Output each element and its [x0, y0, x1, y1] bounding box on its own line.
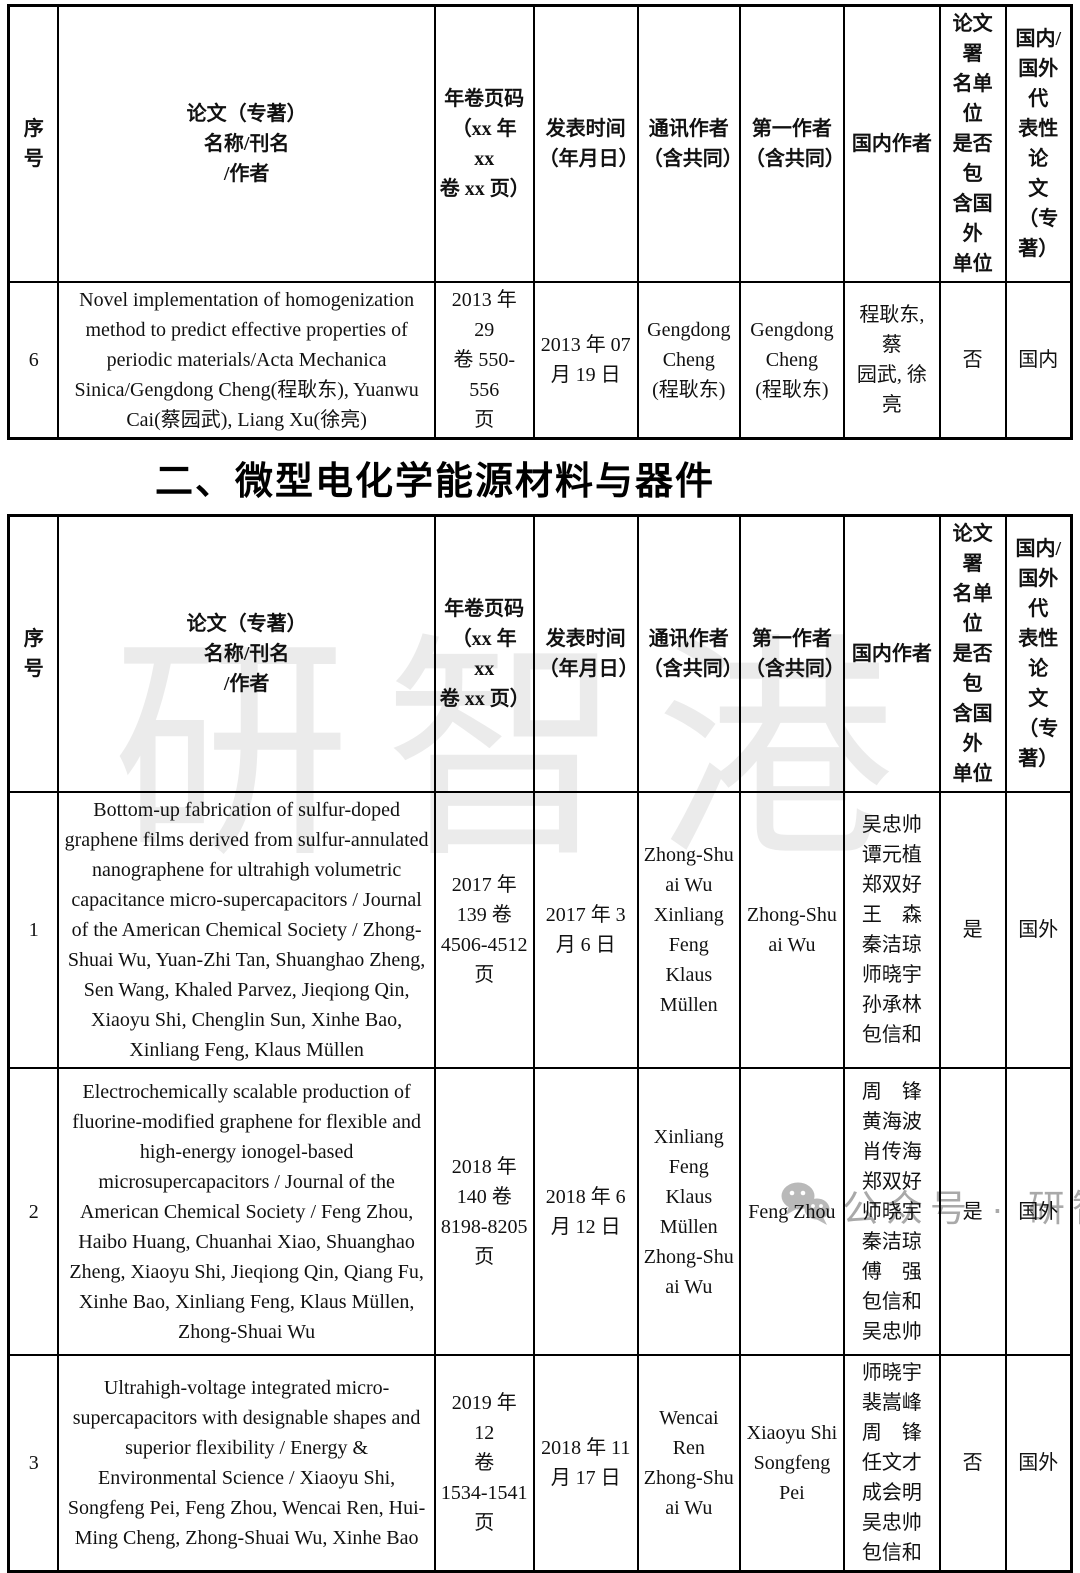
header-volume: 年卷页码 （xx 年 xx 卷 xx 页） [433, 514, 535, 793]
cell-representative: 国外 [1004, 1354, 1073, 1573]
header-seq: 序号 [7, 4, 60, 283]
cell-representative: 国外 [1004, 791, 1073, 1069]
cell-seq: 6 [7, 281, 60, 440]
cell-foreign-unit: 否 [938, 281, 1007, 440]
header-corresponding: 通讯作者 （含共同） [636, 4, 741, 283]
cell-domestic-authors: 师晓宇 裴嵩峰 周 锋 任文才 成会明 吴忠帅 包信和 [843, 1354, 941, 1573]
table-header-row: 序号 论文（专著） 名称/刊名 /作者 年卷页码 （xx 年 xx 卷 xx 页… [7, 4, 1073, 283]
cell-volume: 2019 年 12 卷 1534-1541 页 [433, 1354, 535, 1573]
cell-paper: Bottom-up fabrication of sulfur-doped gr… [57, 791, 436, 1069]
cell-foreign-unit: 是 [938, 791, 1007, 1069]
cell-seq: 1 [7, 791, 60, 1069]
cell-corresponding: Wencai Ren Zhong-Shu ai Wu [636, 1354, 741, 1573]
cell-foreign-unit: 是 [938, 1067, 1007, 1356]
cell-volume: 2013 年 29 卷 550-556 页 [433, 281, 535, 440]
cell-first-author: Gengdong Cheng (程耿东) [738, 281, 846, 440]
table-row: 2 Electrochemically scalable production … [7, 1067, 1073, 1356]
header-seq: 序号 [7, 514, 60, 793]
header-corresponding: 通讯作者 （含共同） [636, 514, 741, 793]
header-foreign-unit: 论文署 名单位 是否包 含国外 单位 [938, 514, 1007, 793]
header-volume: 年卷页码 （xx 年 xx 卷 xx 页） [433, 4, 535, 283]
table-row: 6 Novel implementation of homogenization… [7, 281, 1073, 440]
header-representative: 国内/ 国外代 表性论 文（专 著） [1004, 514, 1073, 793]
header-first-author: 第一作者 （含共同） [738, 4, 846, 283]
cell-date: 2017 年 3 月 6 日 [532, 791, 639, 1069]
cell-corresponding: Zhong-Shu ai Wu Xinliang Feng Klaus Müll… [636, 791, 741, 1069]
cell-corresponding: Xinliang Feng Klaus Müllen Zhong-Shu ai … [636, 1067, 741, 1356]
cell-date: 2018 年 6 月 12 日 [532, 1067, 639, 1356]
cell-domestic-authors: 周 锋 黄海波 肖传海 郑双好 师晓宇 秦洁琼 傅 强 包信和 吴忠帅 [843, 1067, 941, 1356]
publications-table-micro-energy: 序号 论文（专著） 名称/刊名 /作者 年卷页码 （xx 年 xx 卷 xx 页… [7, 514, 1073, 1573]
cell-first-author: Zhong-Shu ai Wu [738, 791, 846, 1069]
cell-seq: 3 [7, 1354, 60, 1573]
cell-volume: 2017 年 139 卷 4506-4512 页 [433, 791, 535, 1069]
cell-first-author: Feng Zhou [738, 1067, 846, 1356]
cell-date: 2018 年 11 月 17 日 [532, 1354, 639, 1573]
header-domestic-authors: 国内作者 [843, 4, 941, 283]
table-row: 1 Bottom-up fabrication of sulfur-doped … [7, 791, 1073, 1069]
header-domestic-authors: 国内作者 [843, 514, 941, 793]
cell-seq: 2 [7, 1067, 60, 1356]
header-paper: 论文（专著） 名称/刊名 /作者 [57, 514, 436, 793]
header-representative: 国内/ 国外代 表性论 文（专 著） [1004, 4, 1073, 283]
cell-paper: Electrochemically scalable production of… [57, 1067, 436, 1356]
cell-domestic-authors: 吴忠帅 谭元植 郑双好 王 森 秦洁琼 师晓宇 孙承林 包信和 [843, 791, 941, 1069]
header-date: 发表时间 （年月日） [532, 514, 639, 793]
cell-domestic-authors: 程耿东, 蔡 园武, 徐亮 [843, 281, 941, 440]
table-header-row: 序号 论文（专著） 名称/刊名 /作者 年卷页码 （xx 年 xx 卷 xx 页… [7, 514, 1073, 793]
header-paper: 论文（专著） 名称/刊名 /作者 [57, 4, 436, 283]
header-date: 发表时间 （年月日） [532, 4, 639, 283]
cell-paper: Ultrahigh-voltage integrated micro-super… [57, 1354, 436, 1573]
table-row: 3 Ultrahigh-voltage integrated micro-sup… [7, 1354, 1073, 1573]
cell-foreign-unit: 否 [938, 1354, 1007, 1573]
cell-volume: 2018 年 140 卷 8198-8205 页 [433, 1067, 535, 1356]
cell-paper: Novel implementation of homogenization m… [57, 281, 436, 440]
cell-date: 2013 年 07 月 19 日 [532, 281, 639, 440]
cell-first-author: Xiaoyu Shi Songfeng Pei [738, 1354, 846, 1573]
cell-representative: 国内 [1004, 281, 1073, 440]
header-foreign-unit: 论文署 名单位 是否包 含国外 单位 [938, 4, 1007, 283]
header-first-author: 第一作者 （含共同） [738, 514, 846, 793]
cell-corresponding: Gengdong Cheng (程耿东) [636, 281, 741, 440]
section-title: 二、微型电化学能源材料与器件 [155, 460, 716, 503]
publications-table-top: 序号 论文（专著） 名称/刊名 /作者 年卷页码 （xx 年 xx 卷 xx 页… [7, 4, 1073, 440]
cell-representative: 国外 [1004, 1067, 1073, 1356]
